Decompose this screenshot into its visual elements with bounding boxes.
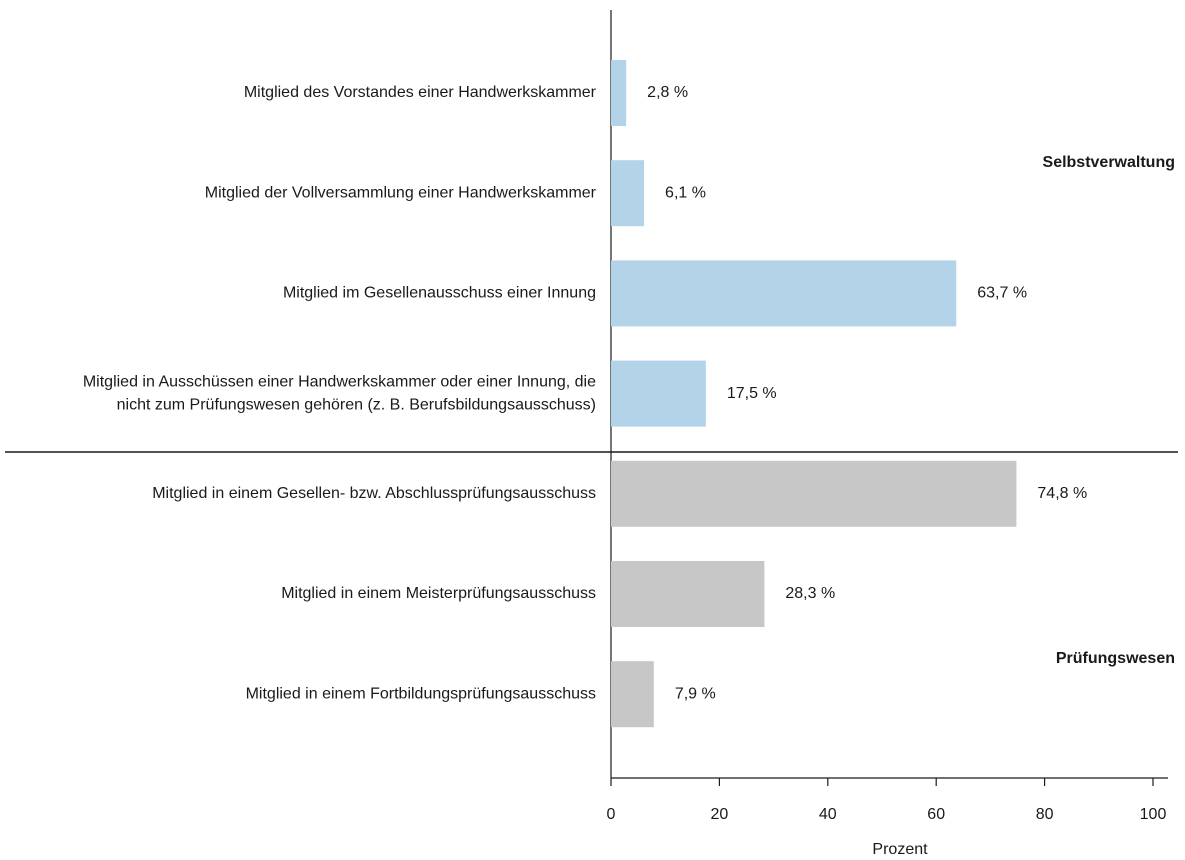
bar	[611, 160, 645, 227]
bar	[611, 561, 765, 627]
y-tick-label: nicht zum Prüfungswesen gehören (z. B. B…	[117, 396, 596, 413]
y-tick-label: Mitglied in Ausschüssen einer Handwerksk…	[83, 373, 596, 390]
bar	[611, 360, 706, 427]
y-tick-label: Mitglied im Gesellenausschuss einer Innu…	[283, 285, 596, 302]
y-tick-label: Mitglied in einem Gesellen- bzw. Abschlu…	[152, 485, 596, 502]
data-label: 17,5 %	[727, 385, 777, 402]
bar	[611, 661, 654, 728]
x-tick-label: 40	[819, 806, 837, 823]
data-label: 2,8 %	[647, 84, 688, 101]
y-tick-label: Mitglied in einem Fortbildungsprüfungsau…	[246, 685, 596, 702]
x-tick-label: 100	[1140, 806, 1167, 823]
x-axis-label: Prozent	[872, 841, 928, 858]
x-tick-label: 60	[927, 806, 945, 823]
data-label: 28,3 %	[785, 585, 835, 602]
group-label: Selbstverwaltung	[1043, 154, 1175, 171]
y-tick-label: Mitglied der Vollversammlung einer Handw…	[205, 184, 597, 201]
y-tick-label: Mitglied in einem Meisterprüfungsausschu…	[281, 585, 596, 602]
bar	[611, 60, 627, 126]
bar	[611, 260, 957, 327]
data-label: 63,7 %	[977, 285, 1027, 302]
data-label: 6,1 %	[665, 184, 706, 201]
x-tick-label: 80	[1036, 806, 1054, 823]
x-tick-label: 20	[711, 806, 729, 823]
group-label: Prüfungswesen	[1056, 650, 1175, 667]
data-label: 74,8 %	[1037, 485, 1087, 502]
y-tick-label: Mitglied des Vorstandes einer Handwerksk…	[244, 84, 597, 101]
data-label: 7,9 %	[675, 685, 716, 702]
bar	[611, 460, 1017, 527]
x-tick-label: 0	[607, 806, 616, 823]
